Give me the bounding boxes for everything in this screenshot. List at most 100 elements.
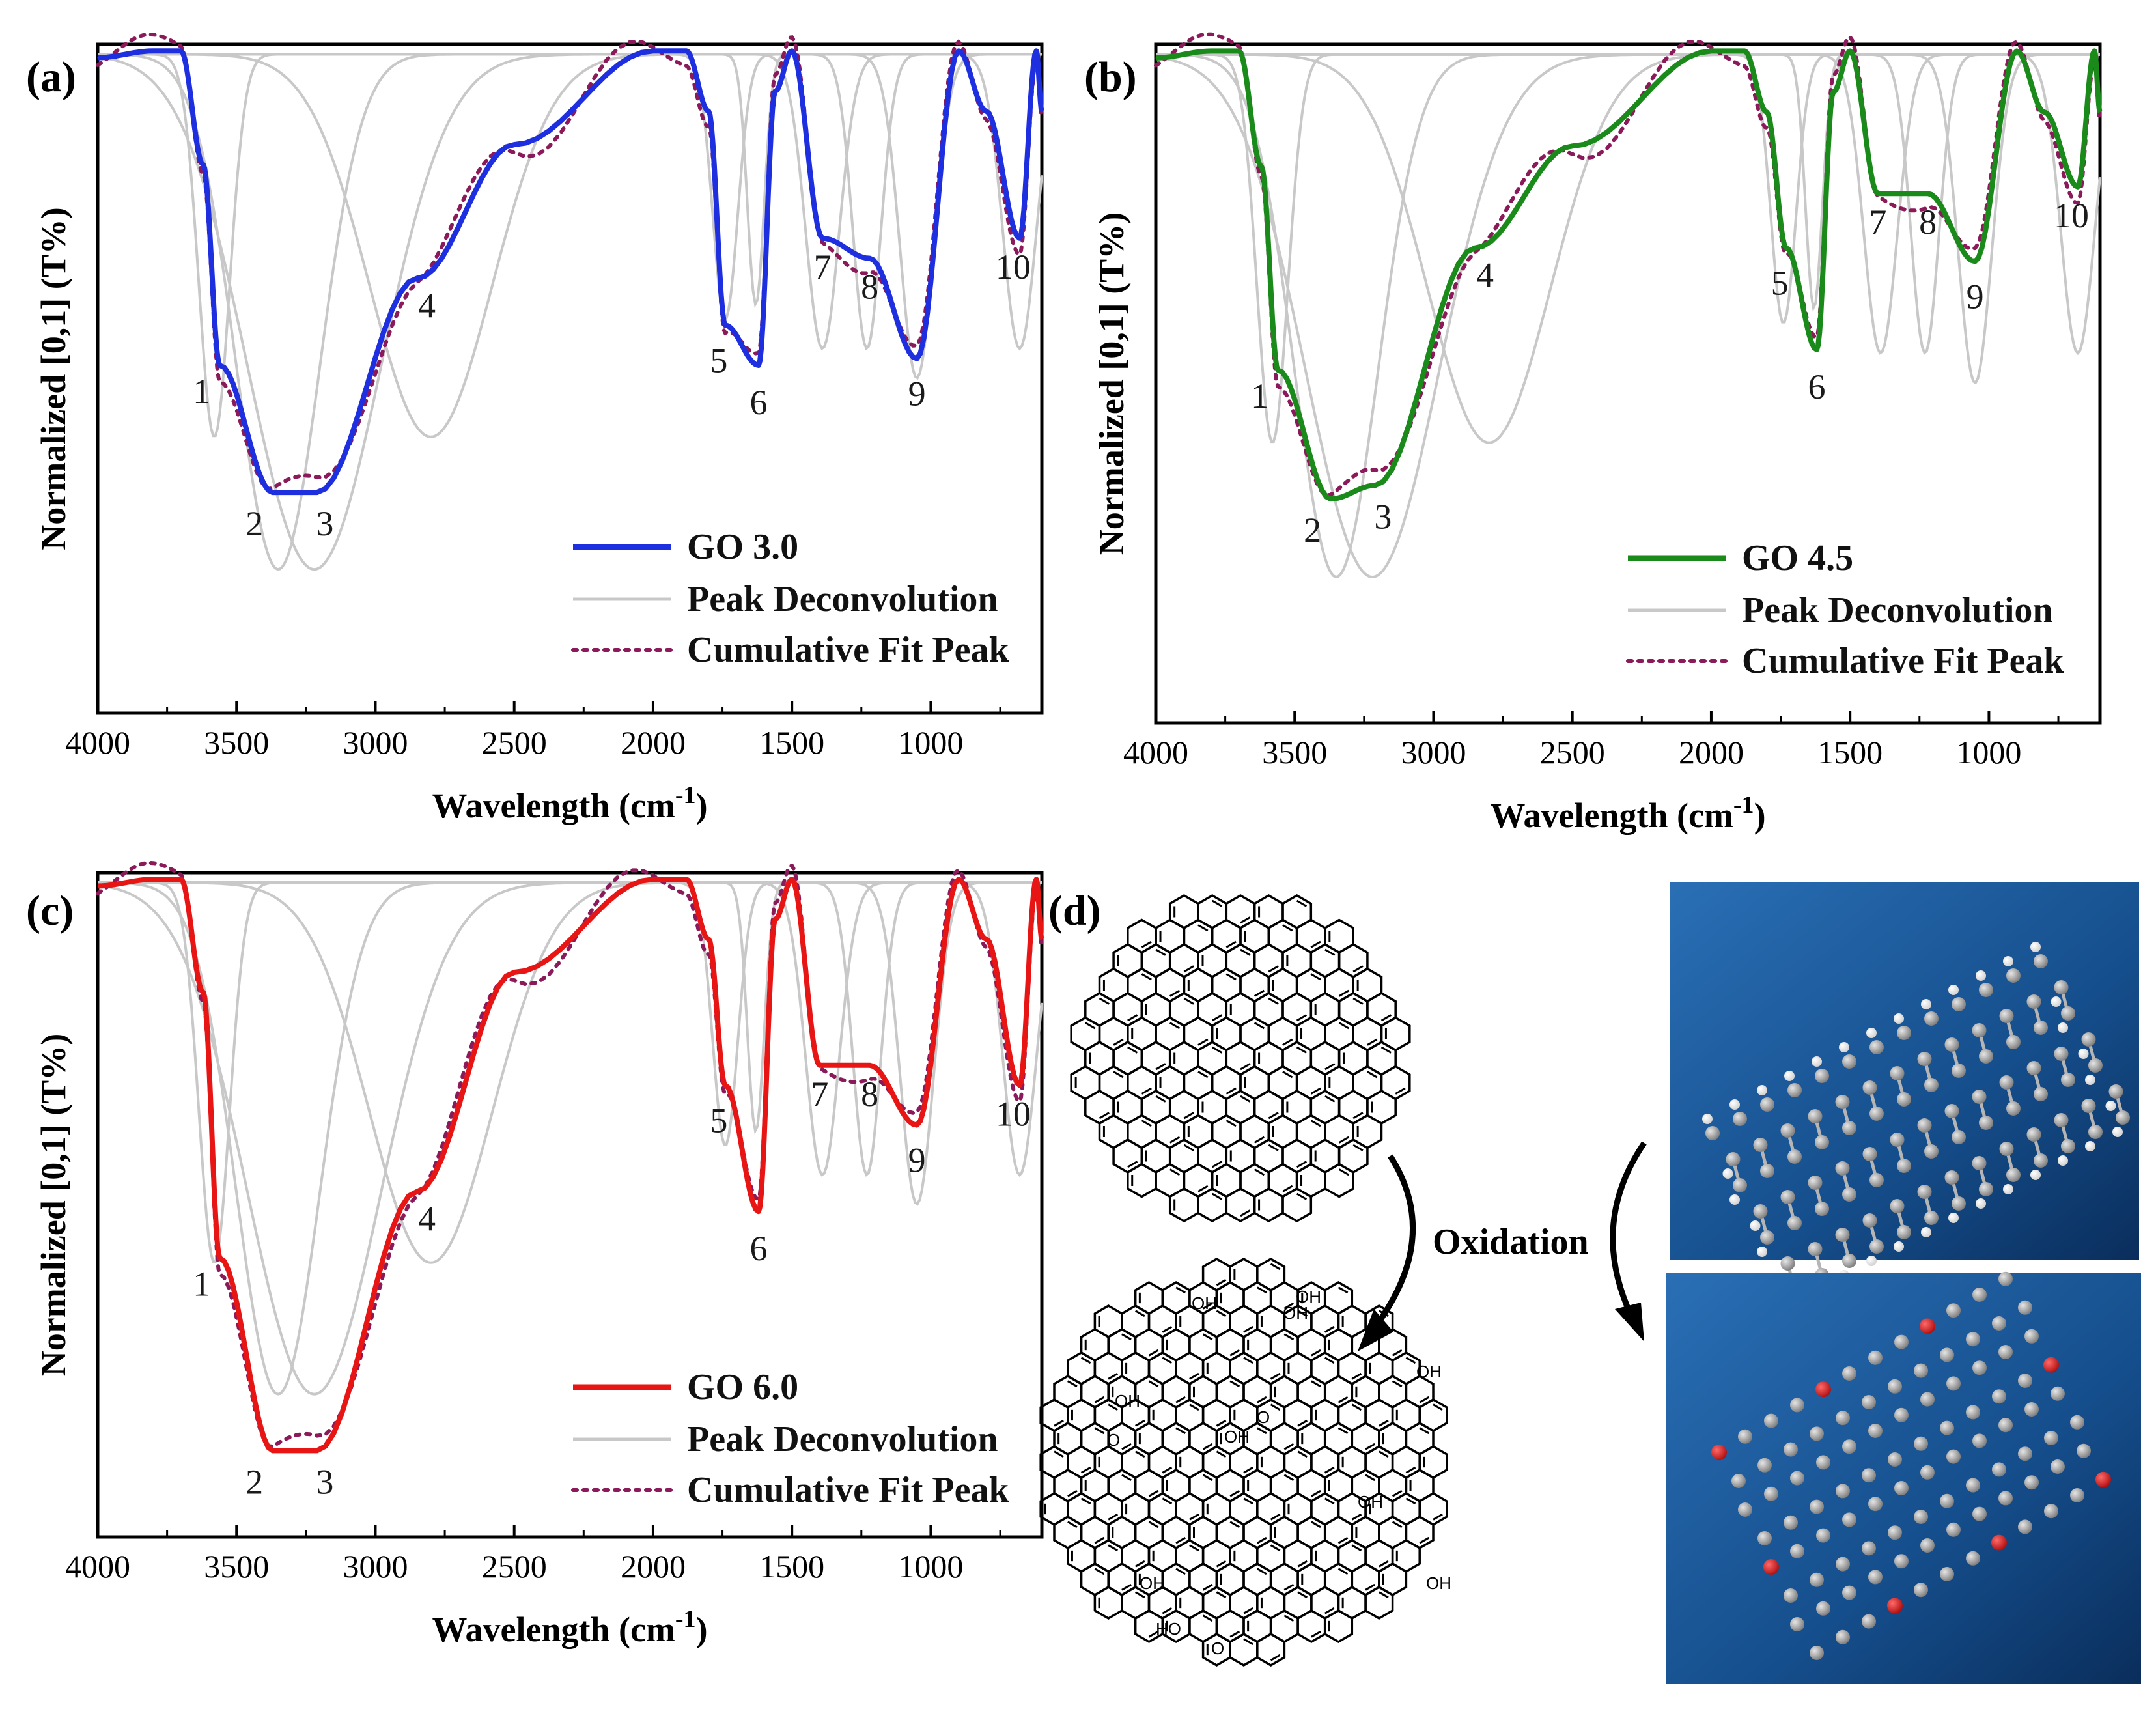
double-bond	[1148, 1349, 1159, 1357]
carbon-atom	[1808, 1242, 1823, 1256]
functional-group-label: OH	[1283, 1303, 1308, 1323]
peak-label: 2	[245, 504, 263, 543]
carbon-atom	[1894, 1481, 1909, 1495]
benzene-ring	[1229, 1632, 1259, 1667]
carbon-atom	[1862, 1468, 1876, 1483]
x-axis-title: Wavelength (cm-1)	[432, 1605, 707, 1649]
double-bond	[1282, 924, 1293, 932]
graphene-3d-render-background	[1670, 882, 2139, 1260]
double-bond	[1202, 1614, 1213, 1622]
functional-group-label: O	[1107, 1430, 1120, 1450]
carbon-atom	[1836, 1411, 1850, 1426]
carbon-atom	[1998, 1418, 2013, 1433]
hydrogen-atom	[2003, 1184, 2013, 1194]
double-bond	[1169, 1136, 1181, 1144]
panel-tag: (a)	[26, 53, 76, 101]
x-tick-label: 1000	[898, 1548, 963, 1585]
carbon-atom	[2054, 1113, 2069, 1127]
double-bond	[1243, 1607, 1253, 1614]
hydrogen-atom	[1976, 970, 1986, 981]
double-bond	[1094, 1427, 1105, 1435]
double-bond	[1211, 1161, 1223, 1168]
carbon-atom	[1784, 1442, 1798, 1457]
carbon-atom	[2070, 1488, 2084, 1502]
double-bond	[1127, 1046, 1138, 1054]
double-bond	[1257, 1568, 1267, 1575]
double-bond	[1365, 1583, 1375, 1591]
carbon-atom	[1842, 1187, 1856, 1202]
y-axis-title: Normalized [0,1] (T%)	[34, 1034, 73, 1376]
x-tick-label: 2000	[1679, 734, 1744, 770]
hydrogen-atom	[1976, 1198, 1986, 1209]
benzene-ring	[1225, 1187, 1256, 1223]
double-bond	[1108, 1403, 1119, 1411]
functional-group-label: OH	[1224, 1427, 1250, 1446]
peak-label: 8	[861, 268, 878, 307]
double-bond	[1202, 1302, 1213, 1310]
graphene-3d-model	[1702, 942, 2130, 1309]
carbon-atom	[1869, 1239, 1884, 1254]
peak-label: 7	[1869, 203, 1886, 242]
double-bond	[1067, 1380, 1078, 1388]
double-bond	[1155, 948, 1166, 956]
double-bond	[1094, 1568, 1105, 1575]
double-bond	[1189, 1513, 1199, 1521]
peak-label: 6	[1808, 367, 1826, 406]
carbon-atom	[1790, 1398, 1804, 1413]
double-bond	[1405, 1466, 1416, 1474]
double-bond	[1162, 1325, 1173, 1333]
carbon-atom	[1888, 1379, 1902, 1394]
hydrogen-atom	[2030, 942, 2041, 952]
carbon-atom	[1946, 1449, 1961, 1464]
double-bond	[1148, 1489, 1159, 1497]
double-bond	[1054, 1450, 1064, 1458]
carbon-atom	[2026, 1127, 2041, 1142]
deconvolution-curve	[97, 53, 1042, 571]
double-bond	[1282, 1038, 1293, 1046]
plot-frame	[96, 871, 1044, 1539]
x-tick-label: 1500	[1817, 734, 1883, 770]
carbon-atom	[1753, 1138, 1768, 1152]
hydrogen-atom	[1921, 999, 1931, 1009]
carbon-atom	[1836, 1557, 1850, 1572]
carbon-atom	[2034, 1153, 2048, 1168]
x-tick-label: 3000	[1401, 734, 1466, 770]
double-bond	[1108, 1513, 1119, 1521]
double-bond	[1197, 924, 1209, 932]
carbon-atom	[2061, 1139, 2075, 1153]
double-bond	[1211, 899, 1223, 907]
double-bond	[1270, 1513, 1281, 1521]
x-tick-label: 3500	[204, 1548, 269, 1585]
carbon-atom	[1992, 1389, 2006, 1404]
double-bond	[1268, 997, 1279, 1005]
carbon-atom	[1842, 1054, 1856, 1069]
double-bond	[1175, 1427, 1186, 1435]
carbon-atom	[1972, 1288, 1987, 1302]
double-bond	[1270, 1372, 1281, 1380]
carbon-atom	[1790, 1471, 1804, 1486]
carbon-atom	[1920, 1392, 1935, 1407]
double-bond	[1175, 1396, 1186, 1403]
x-tick-label: 3000	[343, 1548, 408, 1585]
hydrogen-atom	[1729, 1099, 1740, 1110]
chart-panel-a: 4000 3500 3000 2500 2000 1500 1000 Wavelength (…	[26, 32, 1044, 825]
carbon-atom	[2054, 1047, 2069, 1061]
deconvolution-curve	[1156, 53, 2100, 356]
legend-label-series: GO 4.5	[1742, 538, 1853, 578]
double-bond	[1121, 1333, 1132, 1341]
double-bond	[1189, 1372, 1199, 1380]
carbon-atom	[1790, 1544, 1804, 1558]
peak-label: 4	[418, 286, 436, 325]
carbon-atom	[2077, 1443, 2091, 1458]
carbon-atom	[2051, 1459, 2065, 1474]
double-bond	[1352, 1112, 1364, 1120]
carbon-atom	[1946, 1303, 1961, 1318]
functional-group-label: OH	[1358, 1492, 1383, 1512]
double-bond	[1253, 1136, 1265, 1144]
double-bond	[1351, 1513, 1362, 1521]
carbon-atom	[1888, 1525, 1902, 1540]
double-bond	[1148, 1380, 1159, 1388]
double-bond	[1253, 1168, 1265, 1176]
